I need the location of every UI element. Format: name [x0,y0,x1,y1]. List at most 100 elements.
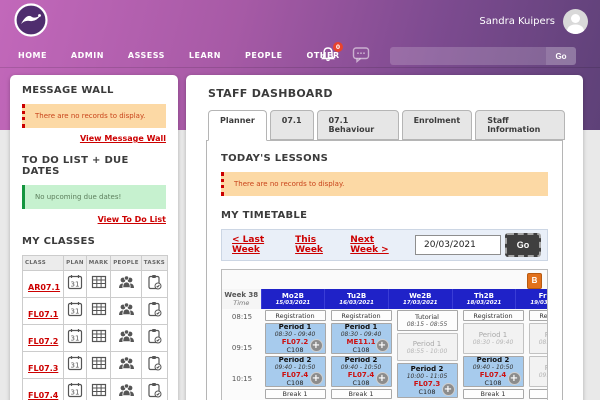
timetable-corner-button[interactable]: B [527,273,542,289]
registration-cell: Registration [264,310,326,321]
timetable-header-row: Week 38 Time Mo2B 15/03/2021 Tu2B 16/03/20… [222,289,547,309]
class-link[interactable]: FL07.1 [28,309,59,319]
my-classes-title: MY CLASSES [22,236,96,247]
add-lesson-plan-button[interactable]: + [309,372,323,385]
add-lesson-plan-button[interactable]: + [375,372,389,385]
nav-item-home[interactable]: HOME [18,51,47,60]
class-link[interactable]: FL07.2 [28,336,59,346]
free-period-cell: Period 2 09:40 - 10:50 [528,356,547,387]
lesson-cell[interactable]: Period 2 10:00 - 11:05 FL07.3 C108 + [396,363,458,398]
tasks-clipboard-icon[interactable] [140,270,169,298]
day-header-mo: Mo2B 15/03/2021 [260,289,325,309]
add-lesson-plan-button[interactable]: + [309,339,323,352]
day-column-tu: Registration Period 1 08:30 - 09:40 ME11… [328,310,394,400]
last-week-link[interactable]: < Last Week [232,235,265,255]
break-cell: Break 1 [462,389,524,399]
view-message-wall-link[interactable]: View Message Wall [79,134,166,143]
column-header-tasks: TASKS [140,255,169,271]
break-cell: Break 1 [528,389,547,399]
plan-calendar-icon[interactable]: 31 [63,351,87,379]
free-period-cell: Period 1 08:30 - 09:40 [528,323,547,354]
registration-cell: Registration [330,310,392,321]
people-icon[interactable] [110,270,142,298]
lesson-cell[interactable]: Period 2 09:40 - 10:50 FL07.4 C108 + [264,356,326,387]
nav-item-admin[interactable]: ADMIN [70,51,104,60]
day-column-mo: Registration Period 1 08:30 - 09:40 FL07… [262,310,328,400]
lesson-cell[interactable]: Period 1 08:30 - 09:40 ME11.1 C108 + [330,323,392,354]
tasks-clipboard-icon[interactable] [140,324,169,352]
plan-calendar-icon[interactable]: 31 [63,270,87,298]
my-classes-table: CLASS PLAN MARK PEOPLE TASKS AR07.1 31 [21,255,169,400]
people-icon[interactable] [110,297,142,325]
column-header-people: PEOPLE [110,255,142,271]
todays-lessons-title: TODAY'S LESSONS [221,153,329,164]
free-period-cell: Period 1 08:30 - 09:40 [462,323,524,354]
avatar[interactable] [563,9,588,34]
class-row: FL07.4 31 [21,378,169,400]
tab-class[interactable]: 07.1 [269,110,314,140]
main-nav: HOME ADMIN ASSESS LEARN PEOPLE OTHER 0 G… [0,42,600,68]
markbook-grid-icon[interactable] [85,378,112,400]
nav-item-learn[interactable]: LEARN [188,51,221,60]
add-lesson-plan-button[interactable]: + [441,383,455,396]
date-input[interactable] [415,235,501,255]
class-link[interactable]: FL07.3 [28,363,59,373]
people-icon[interactable] [110,378,142,400]
markbook-grid-icon[interactable] [85,324,112,352]
this-week-link[interactable]: This Week [295,235,323,255]
nav-item-people[interactable]: PEOPLE [244,51,283,60]
markbook-grid-icon[interactable] [85,351,112,379]
main-content: STAFF DASHBOARD Planner 07.1 07.1 Behavi… [186,75,583,400]
tasks-clipboard-icon[interactable] [140,297,169,325]
nav-item-other[interactable]: OTHER [306,51,340,60]
tab-behaviour[interactable]: 07.1 Behaviour [316,110,399,140]
week-navigation: < Last Week This Week Next Week > Go [221,229,548,261]
markbook-grid-icon[interactable] [85,297,112,325]
class-link[interactable]: AR07.1 [28,282,61,292]
user-name[interactable]: Sandra Kuipers [479,16,555,27]
people-icon[interactable] [110,351,142,379]
add-lesson-plan-button[interactable]: + [375,339,389,352]
day-header-we: We2B 17/03/2021 [387,289,452,309]
class-row: FL07.2 31 [21,324,169,352]
break-cell: Break 1 [330,389,392,399]
tab-enrolment[interactable]: Enrolment [401,110,473,140]
time-label: 10:15 [231,375,253,383]
tasks-clipboard-icon[interactable] [140,378,169,400]
week-number-cell: Week 38 Time [222,289,261,309]
class-row: FL07.3 31 [21,351,169,379]
my-timetable-title: MY TIMETABLE [221,210,308,221]
dashboard-tabs: Planner 07.1 07.1 Behaviour Enrolment St… [208,110,565,141]
column-header-plan: PLAN [63,255,87,271]
next-week-link[interactable]: Next Week > [350,235,389,255]
fast-find-search-input[interactable] [390,47,546,65]
nav-item-assess[interactable]: ASSESS [127,51,165,60]
timetable-body: 08:15 09:15 10:15 11:15 Registration Per… [222,309,547,400]
lesson-cell[interactable]: Period 1 08:30 - 09:40 FL07.2 C108 + [264,323,326,354]
timetable-go-button[interactable]: Go [505,233,541,257]
plan-calendar-icon[interactable]: 31 [63,324,87,352]
messages-chat-icon[interactable] [352,46,370,67]
top-bar: Sandra Kuipers [0,0,600,44]
lesson-cell[interactable]: Period 2 09:40 - 10:50 FL07.4 C108 + [462,356,524,387]
class-link[interactable]: FL07.4 [28,390,59,400]
plan-calendar-icon[interactable]: 31 [63,378,87,400]
notification-badge: 0 [333,42,343,52]
tab-staff-information[interactable]: Staff Information [475,110,565,140]
registration-cell: Registration [462,310,524,321]
add-lesson-plan-button[interactable]: + [507,372,521,385]
search-go-button[interactable]: Go [546,47,576,65]
tab-planner[interactable]: Planner [208,110,267,141]
markbook-grid-icon[interactable] [85,270,112,298]
free-period-cell: Period 1 08:55 - 10:00 [396,333,458,361]
class-row: AR07.1 31 [21,270,169,298]
view-todo-list-link[interactable]: View To Do List [97,215,166,224]
gibbon-logo-icon[interactable] [14,3,48,41]
tasks-clipboard-icon[interactable] [140,351,169,379]
notifications-bell-icon[interactable]: 0 [320,42,343,67]
lesson-cell[interactable]: Period 2 09:40 - 10:50 FL07.4 C108 + [330,356,392,387]
tutorial-cell: Tutorial 08:15 - 08:55 [396,310,458,331]
people-icon[interactable] [110,324,142,352]
message-wall-title: MESSAGE WALL [22,85,114,96]
plan-calendar-icon[interactable]: 31 [63,297,87,325]
